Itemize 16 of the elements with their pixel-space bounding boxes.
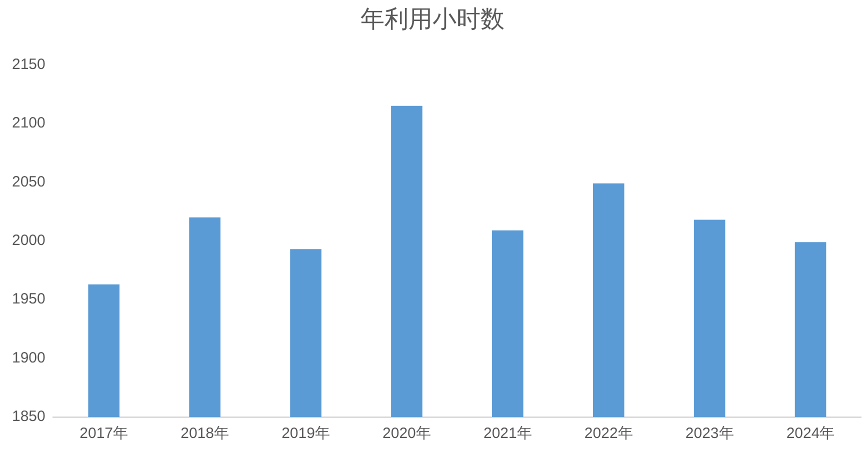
y-tick-label: 2150 — [12, 56, 46, 73]
x-tick-label: 2018年 — [180, 425, 229, 442]
x-tick-label: 2024年 — [786, 425, 835, 442]
y-tick-label: 2000 — [12, 232, 46, 250]
x-tick-label: 2019年 — [282, 425, 330, 442]
y-tick-label: 1850 — [12, 408, 46, 426]
x-tick-label: 2020年 — [382, 425, 431, 442]
y-tick-label: 1900 — [12, 349, 46, 366]
y-tick-label: 1950 — [12, 290, 46, 308]
y-tick-label: 2100 — [12, 114, 46, 132]
x-tick-label: 2023年 — [685, 425, 734, 442]
chart-title: 年利用小时数 — [360, 6, 504, 34]
x-tick-label: 2022年 — [584, 425, 633, 442]
y-tick-label: 2050 — [12, 173, 46, 190]
x-tick-label: 2017年 — [80, 425, 128, 442]
x-tick-label: 2021年 — [483, 425, 532, 442]
